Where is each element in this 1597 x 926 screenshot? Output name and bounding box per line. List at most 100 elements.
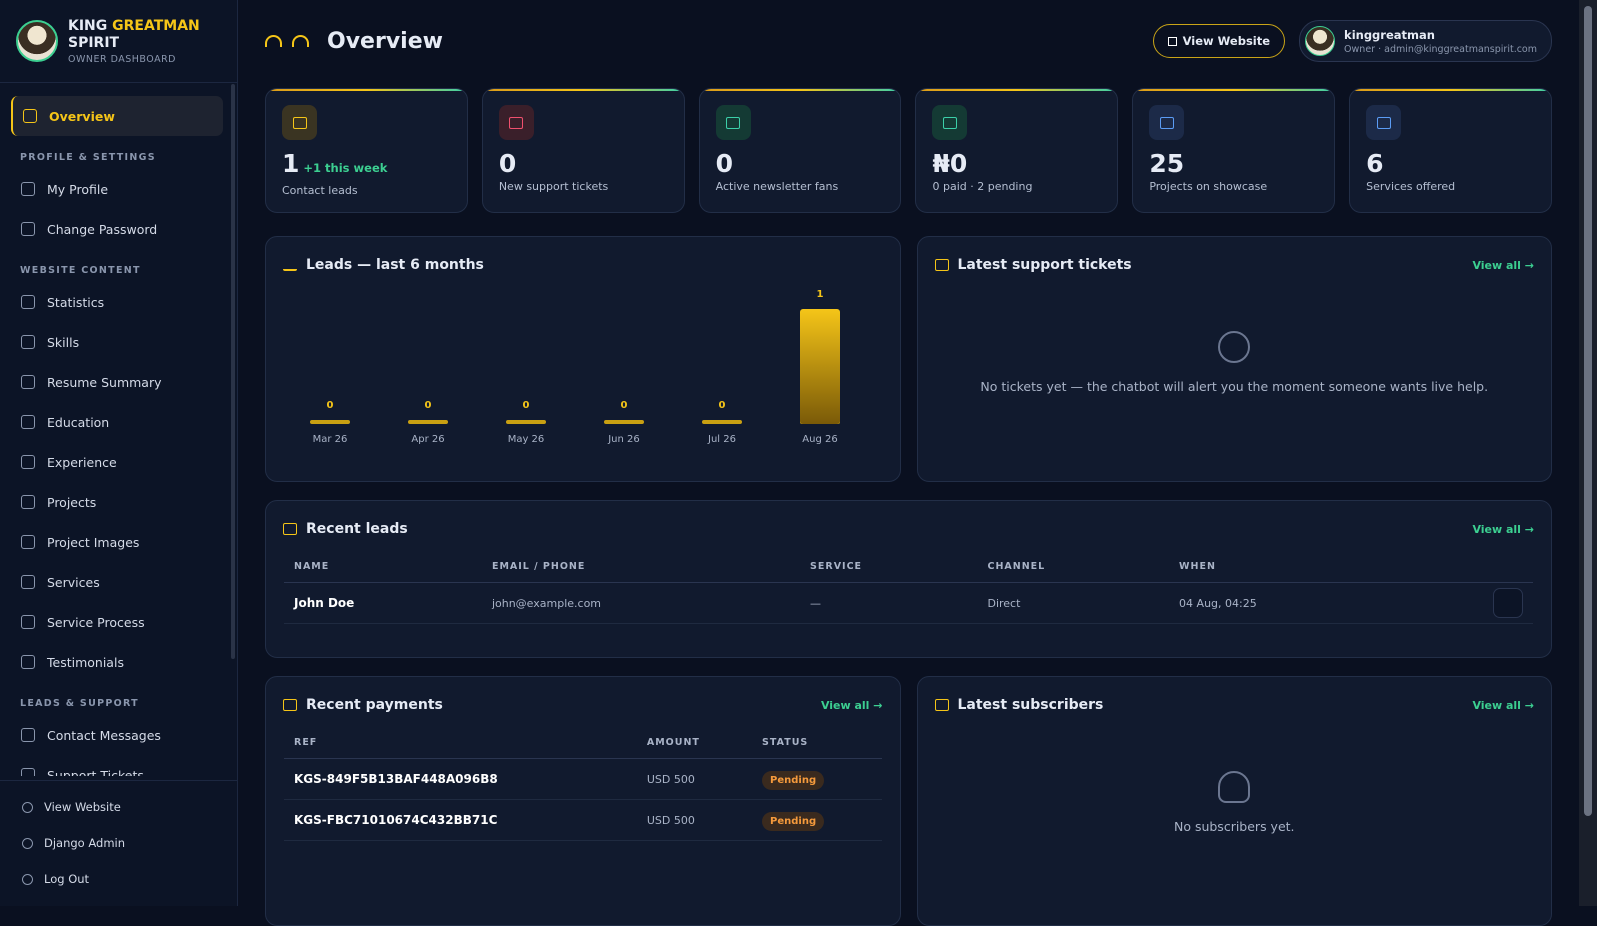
table-cell: John Doe	[284, 582, 482, 624]
nav-item[interactable]: Skills	[11, 322, 223, 362]
nav-item[interactable]: Projects	[11, 482, 223, 522]
nav-item[interactable]: Testimonials	[11, 642, 223, 682]
column-header: WHEN	[1169, 561, 1410, 583]
table-cell: USD 500	[636, 758, 753, 800]
stat-icon	[282, 105, 317, 140]
nav-section: LEADS & SUPPORT	[20, 698, 139, 709]
nav-section: PROFILE & SETTINGS	[20, 152, 156, 163]
nav-item[interactable]: Education	[11, 402, 223, 442]
stat-value-row: 1 +1 this week	[282, 149, 451, 183]
footer-link[interactable]: Log Out	[22, 861, 237, 897]
card-title: Latest subscribers	[957, 697, 1104, 713]
bar-value-label: 0	[719, 400, 726, 411]
bar-track	[408, 420, 448, 424]
user-chip[interactable]: kinggreatman Owner · admin@kinggreatmansp…	[1299, 20, 1552, 62]
view-all-link[interactable]: View all →	[1472, 698, 1534, 712]
nav-icon	[21, 728, 35, 742]
nav-label: Contact Messages	[47, 727, 161, 743]
stat-card: 6 Services offered	[1349, 88, 1552, 213]
view-all-link[interactable]: View all →	[1472, 522, 1534, 536]
table-cell: Pending	[752, 758, 882, 800]
sidebar-scrollbar	[231, 84, 235, 659]
status-pill: Pending	[762, 811, 825, 831]
empty-message: No subscribers yet.	[1173, 819, 1295, 834]
nav-icon	[21, 535, 35, 549]
card-title: Leads — last 6 months	[306, 257, 484, 273]
nav-item[interactable]: Support Tickets	[11, 755, 223, 776]
brand-name: GREATMAN	[112, 17, 200, 34]
bar-value-label: 0	[523, 400, 530, 411]
bar-track	[702, 420, 742, 424]
nav-section: WEBSITE CONTENT	[20, 265, 141, 276]
nav-item[interactable]: Service Process	[11, 602, 223, 642]
column-header: AMOUNT	[636, 737, 753, 759]
x-tick-label: Jul 26	[707, 434, 736, 445]
stat-value: 6	[1366, 149, 1384, 178]
column-header	[1409, 561, 1533, 583]
user-role: Owner · admin@kinggreatmanspirit.com	[1344, 43, 1537, 55]
table-row: KGS-FBC71010674C432BB71C USD 500 Pending	[284, 799, 882, 841]
nav-icon	[21, 768, 35, 776]
footer-link[interactable]: View Website	[22, 789, 237, 825]
nav-item[interactable]: My Profile	[11, 169, 223, 209]
stats: 1 +1 this week Contact leads 0 New support t…	[265, 88, 1552, 213]
nav-item[interactable]: Contact Messages	[11, 715, 223, 755]
table-cell: Pending	[752, 799, 882, 841]
footer-label: Log Out	[44, 872, 90, 886]
status-pill: Pending	[762, 770, 825, 790]
nav-item[interactable]: Services	[11, 562, 223, 602]
table-cell: KGS-FBC71010674C432BB71C	[284, 799, 637, 841]
table-cell: —	[800, 582, 978, 624]
page-title: Overview	[327, 28, 443, 54]
brand: KING GREATMAN SPIRIT OWNER DASHBOARD	[0, 0, 237, 83]
nav-item[interactable]: Experience	[11, 442, 223, 482]
stat-value-row: 0	[499, 149, 668, 179]
column-header: SERVICE	[800, 561, 978, 583]
stat-value-row: 25	[1149, 149, 1318, 179]
stat-card: 25 Projects on showcase	[1132, 88, 1336, 213]
table-cell: USD 500	[636, 799, 753, 841]
nav-label: Projects	[47, 494, 97, 510]
sidebar-footer: View Website Django Admin Log Out	[0, 780, 237, 906]
search-button[interactable]	[1493, 588, 1523, 618]
nav-icon	[21, 182, 35, 196]
x-tick-label: May 26	[508, 434, 545, 445]
nav-label: Support Tickets	[47, 767, 144, 777]
view-all-link[interactable]: View all →	[1472, 258, 1534, 272]
brand-name: KING	[68, 17, 108, 34]
table-header-row: REF AMOUNT STATUS	[284, 737, 882, 759]
footer-link[interactable]: Django Admin	[22, 825, 237, 861]
view-website-button[interactable]: View Website	[1152, 24, 1286, 58]
stat-value-row: 0	[716, 149, 885, 179]
nav-item[interactable]: Resume Summary	[11, 362, 223, 402]
nav-label: Overview	[49, 108, 115, 124]
nav-label: Resume Summary	[47, 374, 162, 390]
stat-value: ₦0	[932, 149, 968, 178]
stat-value-row: ₦0	[932, 149, 1101, 179]
table-header-row: NAME EMAIL / PHONE SERVICE CHANNEL WHEN	[284, 561, 1533, 583]
nav-item[interactable]: Change Password	[11, 209, 223, 249]
footer-icon	[22, 801, 33, 813]
nav-icon	[21, 335, 35, 349]
nav: Overview PROFILE & SETTINGS My Profile Cha…	[11, 96, 223, 776]
card-title: Recent payments	[306, 697, 443, 713]
footer-label: View Website	[44, 800, 121, 814]
view-all-link[interactable]: View all →	[820, 698, 883, 712]
footer-label: Django Admin	[44, 836, 126, 850]
nav-item[interactable]: Project Images	[11, 522, 223, 562]
stat-card: 1 +1 this week Contact leads	[265, 88, 468, 213]
nav-item[interactable]: Statistics	[11, 282, 223, 322]
footer-icon	[22, 837, 33, 849]
nav-item[interactable]: Overview	[11, 96, 223, 136]
payments-table: REF AMOUNT STATUS KGS-849F5B13BAF448A096B8 U…	[284, 737, 882, 841]
nav-label: Service Process	[47, 614, 145, 630]
bar-chart: 0 Mar 26 0 Apr 26 0 May 26 0 Jun 26 0 Jul 26 1 Aug …	[310, 289, 840, 445]
nav-label: Experience	[47, 454, 117, 470]
stat-icon	[1366, 105, 1402, 140]
x-tick-label: Mar 26	[313, 434, 348, 445]
card-title: Latest support tickets	[957, 257, 1132, 273]
bar-value-label: 0	[425, 400, 432, 411]
brand-subtitle: OWNER DASHBOARD	[68, 53, 176, 65]
stat-label: Active newsletter fans	[715, 180, 839, 193]
